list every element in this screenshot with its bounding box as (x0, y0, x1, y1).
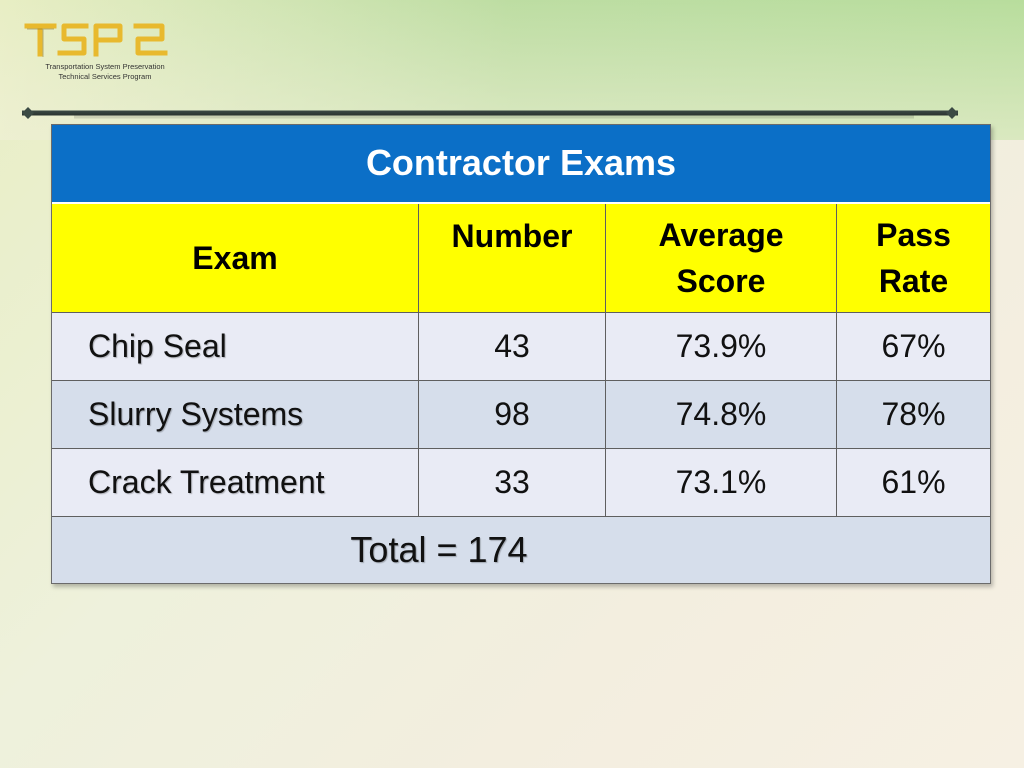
header-pass-rate-line1: Pass (876, 217, 951, 253)
header-average-score-line1: Average (658, 217, 784, 253)
grid-line (52, 380, 990, 381)
row-number: 43 (494, 327, 530, 364)
grid-line (52, 312, 990, 313)
row-exam-name: Crack Treatment (88, 463, 325, 500)
grid-line (836, 204, 837, 516)
grid-line (52, 448, 990, 449)
grid-line (418, 204, 419, 516)
header-pass-rate: Pass Rate (837, 204, 990, 312)
table-row: Chip Seal 43 73.9% 67% (52, 312, 990, 380)
table-row: Crack Treatment 33 73.1% 61% (52, 448, 990, 516)
tsp2-logo-mark (24, 23, 168, 57)
table-header-row: Exam Number Average Score Pass Rate (52, 202, 990, 312)
row-number: 33 (494, 463, 530, 500)
table-title: Contractor Exams (52, 125, 990, 202)
table-total-row: Total = 174 (52, 516, 990, 583)
row-average-score: 74.8% (675, 395, 767, 432)
header-number: Number (451, 218, 573, 254)
row-pass-rate: 78% (881, 395, 946, 432)
row-average-score: 73.9% (675, 327, 767, 364)
logo-subtitle-line1: Transportation System Preservation (45, 62, 165, 71)
header-average-score: Average Score (606, 204, 836, 312)
table-row: Slurry Systems 98 74.8% 78% (52, 380, 990, 448)
row-exam-name: Slurry Systems (88, 395, 304, 432)
tsp2-logo: Transportation System Preservation Techn… (24, 20, 174, 90)
grid-line (52, 516, 990, 517)
total-count: Total = 174 (350, 528, 528, 570)
row-pass-rate: 67% (881, 327, 946, 364)
row-exam-name: Chip Seal (88, 327, 227, 364)
row-pass-rate: 61% (881, 463, 946, 500)
header-average-score-line2: Score (676, 263, 766, 299)
header-divider (22, 107, 958, 119)
logo-subtitle-line2: Technical Services Program (58, 72, 152, 81)
grid-line (605, 204, 606, 516)
row-average-score: 73.1% (675, 463, 767, 500)
header-exam: Exam (192, 240, 278, 276)
row-number: 98 (494, 395, 530, 432)
header-pass-rate-line2: Rate (878, 263, 949, 299)
contractor-exams-table: Contractor Exams Exam Number Average Sco… (51, 124, 991, 584)
